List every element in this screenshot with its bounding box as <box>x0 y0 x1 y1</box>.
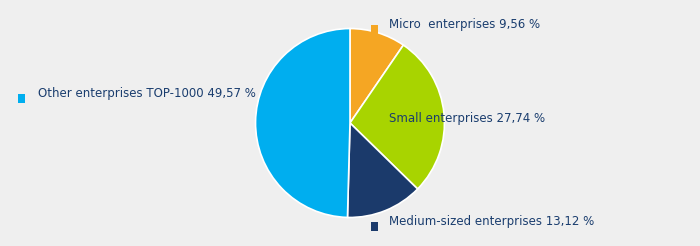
Text: Other enterprises TOP-1000 49,57 %: Other enterprises TOP-1000 49,57 % <box>38 87 256 100</box>
Wedge shape <box>350 45 444 189</box>
Wedge shape <box>350 29 403 123</box>
Text: Medium-sized enterprises 13,12 %: Medium-sized enterprises 13,12 % <box>389 215 594 228</box>
Wedge shape <box>347 123 418 217</box>
Wedge shape <box>256 29 350 217</box>
Text: Small enterprises 27,74 %: Small enterprises 27,74 % <box>389 112 545 124</box>
Text: Micro  enterprises 9,56 %: Micro enterprises 9,56 % <box>389 18 540 31</box>
